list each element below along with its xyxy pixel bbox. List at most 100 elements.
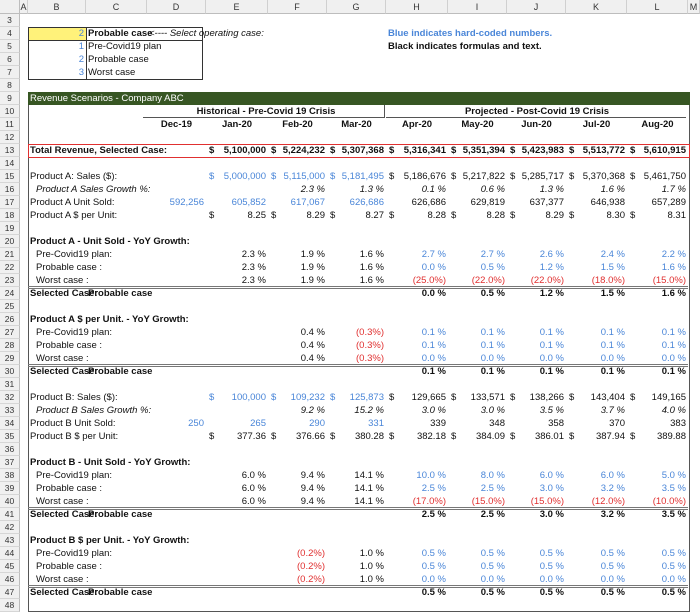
cell-b5[interactable]: 1 xyxy=(78,41,84,52)
column-header-m[interactable]: M xyxy=(688,0,700,14)
cell-g16[interactable]: 1.3 % xyxy=(359,184,384,195)
cell-i40[interactable]: (15.0%) xyxy=(471,496,505,507)
column-header-c[interactable]: C xyxy=(86,0,147,14)
cell-b45[interactable]: Probable case : xyxy=(36,561,103,572)
cell-b37[interactable]: Product B - Unit Sold - YoY Growth: xyxy=(30,457,191,468)
cell-f34[interactable]: 290 xyxy=(309,418,325,429)
cell-j30[interactable]: 0.1 % xyxy=(539,366,564,377)
cell-k39[interactable]: 3.2 % xyxy=(600,483,625,494)
cell-h28[interactable]: 0.1 % xyxy=(421,340,446,351)
cell-b34[interactable]: Product B Unit Sold: xyxy=(30,418,116,429)
row-header-30[interactable]: 30 xyxy=(0,365,20,378)
column-header-k[interactable]: K xyxy=(566,0,627,14)
column-header-a[interactable]: A xyxy=(20,0,28,14)
column-header-i[interactable]: I xyxy=(448,0,507,14)
cell-f46[interactable]: (0.2%) xyxy=(297,574,325,585)
cell-g28[interactable]: (0.3%) xyxy=(356,340,384,351)
cell-j27[interactable]: 0.1 % xyxy=(539,327,564,338)
cell-l44[interactable]: 0.5 % xyxy=(661,548,686,559)
cell-b38[interactable]: Pre-Covid19 plan: xyxy=(36,470,113,481)
row-header-18[interactable]: 18 xyxy=(0,209,20,222)
cell-b6[interactable]: 2 xyxy=(78,54,84,65)
cell-d17[interactable]: 592,256 xyxy=(169,197,204,208)
cell-g34[interactable]: 331 xyxy=(368,418,384,429)
cell-i46[interactable]: 0.0 % xyxy=(480,574,505,585)
cell-f23[interactable]: 1.9 % xyxy=(300,275,325,286)
cell-l30[interactable]: 0.1 % xyxy=(661,366,686,377)
cell-b18[interactable]: Product A $ per Unit: xyxy=(30,210,118,221)
cell-c4[interactable]: Probable case xyxy=(88,28,153,39)
cell-e38[interactable]: 6.0 % xyxy=(241,470,266,481)
cell-h45[interactable]: 0.5 % xyxy=(421,561,446,572)
cell-b15[interactable]: Product A: Sales ($): xyxy=(30,171,118,182)
cell-b35[interactable]: Product B $ per Unit: xyxy=(30,431,119,442)
cell-f40[interactable]: 9.4 % xyxy=(300,496,325,507)
cell-l15[interactable]: $5,461,750 xyxy=(627,170,688,183)
row-header-23[interactable]: 23 xyxy=(0,274,20,287)
cell-l40[interactable]: (10.0%) xyxy=(652,496,686,507)
cell-k29[interactable]: 0.0 % xyxy=(600,353,625,364)
row-header-34[interactable]: 34 xyxy=(0,417,20,430)
cell-c6[interactable]: Probable case xyxy=(88,54,149,65)
cell-e15[interactable]: $5,000,000 xyxy=(206,170,268,183)
cell-b13[interactable]: Total Revenue, Selected Case: xyxy=(30,145,168,156)
row-header-41[interactable]: 41 xyxy=(0,508,20,521)
cell-h29[interactable]: 0.0 % xyxy=(421,353,446,364)
cell-l11[interactable]: Aug-20 xyxy=(641,119,674,130)
cell-j11[interactable]: Jun-20 xyxy=(521,119,552,130)
cell-i18[interactable]: $8.28 xyxy=(448,209,507,222)
row-header-26[interactable]: 26 xyxy=(0,313,20,326)
cell-l22[interactable]: 1.6 % xyxy=(661,262,686,273)
row-header-35[interactable]: 35 xyxy=(0,430,20,443)
cell-k34[interactable]: 370 xyxy=(609,418,625,429)
cell-k44[interactable]: 0.5 % xyxy=(600,548,625,559)
row-header-11[interactable]: 11 xyxy=(0,118,20,131)
cell-f38[interactable]: 9.4 % xyxy=(300,470,325,481)
row-header-10[interactable]: 10 xyxy=(0,105,20,118)
cell-g18[interactable]: $8.27 xyxy=(327,209,386,222)
row-header-24[interactable]: 24 xyxy=(0,287,20,300)
cell-f16[interactable]: 2.3 % xyxy=(300,184,325,195)
cell-h38[interactable]: 10.0 % xyxy=(416,470,446,481)
cell-e23[interactable]: 2.3 % xyxy=(241,275,266,286)
row-header-32[interactable]: 32 xyxy=(0,391,20,404)
cell-f17[interactable]: 617,067 xyxy=(290,197,325,208)
cell-h21[interactable]: 2.7 % xyxy=(421,249,446,260)
cell-b30[interactable]: Selected Case: xyxy=(30,366,98,377)
cell-h4[interactable]: Blue indicates hard-coded numbers. xyxy=(388,28,553,39)
cell-h44[interactable]: 0.5 % xyxy=(421,548,446,559)
cell-b40[interactable]: Worst case : xyxy=(36,496,89,507)
column-header-l[interactable]: L xyxy=(627,0,688,14)
cell-i45[interactable]: 0.5 % xyxy=(480,561,505,572)
row-header-16[interactable]: 16 xyxy=(0,183,20,196)
row-header-39[interactable]: 39 xyxy=(0,482,20,495)
cell-h40[interactable]: (17.0%) xyxy=(412,496,446,507)
cell-j47[interactable]: 0.5 % xyxy=(539,587,564,598)
cell-b32[interactable]: Product B: Sales ($): xyxy=(30,392,118,403)
cell-i27[interactable]: 0.1 % xyxy=(480,327,505,338)
cell-c47[interactable]: Probable case xyxy=(88,587,153,598)
row-header-37[interactable]: 37 xyxy=(0,456,20,469)
cell-l16[interactable]: 1.7 % xyxy=(661,184,686,195)
cell-j15[interactable]: $5,285,717 xyxy=(507,170,566,183)
cell-g35[interactable]: $380.28 xyxy=(327,430,386,443)
cell-j23[interactable]: (22.0%) xyxy=(530,275,564,286)
cell-i17[interactable]: 629,819 xyxy=(470,197,505,208)
cell-h46[interactable]: 0.0 % xyxy=(421,574,446,585)
cell-b24[interactable]: Selected Case: xyxy=(30,288,98,299)
cell-b20[interactable]: Product A - Unit Sold - YoY Growth: xyxy=(30,236,190,247)
cell-c30[interactable]: Probable case xyxy=(88,366,153,377)
row-header-40[interactable]: 40 xyxy=(0,495,20,508)
cell-f15[interactable]: $5,115,000 xyxy=(268,170,327,183)
cell-j22[interactable]: 1.2 % xyxy=(539,262,564,273)
row-header-46[interactable]: 46 xyxy=(0,573,20,586)
row-header-4[interactable]: 4 xyxy=(0,27,20,40)
row-header-47[interactable]: 47 xyxy=(0,586,20,599)
cell-h15[interactable]: $5,186,676 xyxy=(386,170,448,183)
cell-f11[interactable]: Feb-20 xyxy=(282,119,313,130)
cell-i16[interactable]: 0.6 % xyxy=(480,184,505,195)
cell-i23[interactable]: (22.0%) xyxy=(471,275,505,286)
cell-i39[interactable]: 2.5 % xyxy=(480,483,505,494)
cell-l45[interactable]: 0.5 % xyxy=(661,561,686,572)
